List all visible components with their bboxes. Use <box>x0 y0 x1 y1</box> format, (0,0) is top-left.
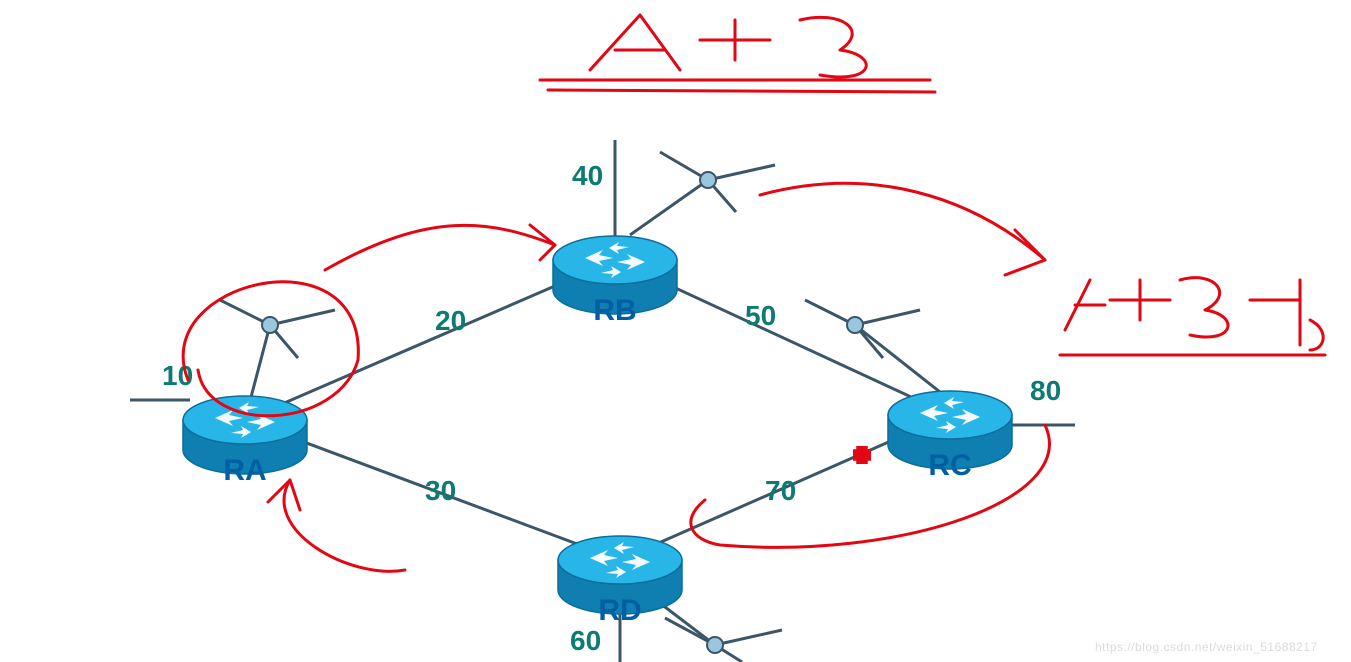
router-label-RD: RD <box>598 594 641 627</box>
edge-label-RD-RC: 70 <box>765 475 796 506</box>
host-link-RC <box>855 325 940 392</box>
annotation-circle-ra <box>183 282 358 416</box>
stub-label-RC: 80 <box>1030 375 1061 406</box>
annotation-arrowhead-ra-rb <box>530 225 555 260</box>
watermark-text: https://blog.csdn.net/weixin_51688217 <box>1095 640 1318 654</box>
router-label-RC: RC <box>928 449 971 482</box>
network-diagram: RA RB RC RD 20 50 30 70 10 40 80 60 <box>0 0 1351 662</box>
host-spoke-RC <box>855 310 920 325</box>
stub-label-RD: 60 <box>570 625 601 656</box>
host-spoke-RD <box>715 630 782 645</box>
host-hub-RB <box>700 172 716 188</box>
plus-marker-icon <box>853 446 871 464</box>
host-hub-RC <box>847 317 863 333</box>
annotation-top-script <box>590 15 866 77</box>
edge-label-RA-RD: 30 <box>425 475 456 506</box>
host-spoke-RB <box>708 165 775 180</box>
edge-label-RB-RC: 50 <box>745 300 776 331</box>
annotations-layer <box>183 15 1325 571</box>
annotation-right-script <box>1065 278 1323 350</box>
host-hub-RA <box>262 317 278 333</box>
stub-label-RB: 40 <box>572 160 603 191</box>
router-RB: RB <box>553 236 677 327</box>
host-hub-RD <box>707 637 723 653</box>
router-RA: RA <box>183 396 307 487</box>
host-link-RB <box>630 180 708 235</box>
router-label-RB: RB <box>593 294 636 327</box>
routers-layer: RA RB RC RD <box>183 236 1012 627</box>
router-label-RA: RA <box>223 454 266 487</box>
annotation-arrow-ra-rb <box>325 225 555 270</box>
annotation-top-underline2 <box>548 90 935 92</box>
stub-label-RA: 10 <box>162 360 193 391</box>
annotation-arrow-rb-right <box>760 183 1045 260</box>
annotation-arrowhead-rb-right <box>1005 230 1045 275</box>
router-RD: RD <box>558 536 682 627</box>
router-RC: RC <box>888 391 1012 482</box>
annotation-bottom-left-curve <box>284 480 405 571</box>
host-spoke-RA <box>270 310 335 325</box>
edge-label-RA-RB: 20 <box>435 305 466 336</box>
